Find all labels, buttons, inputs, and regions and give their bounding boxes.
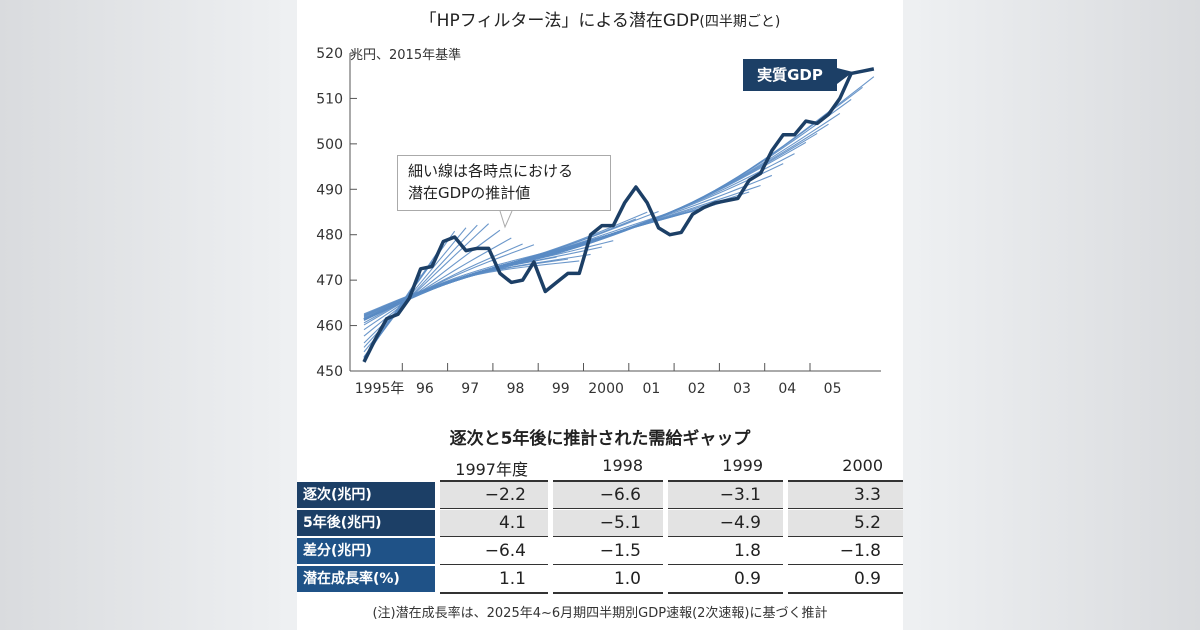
callout-pointer: [499, 210, 513, 229]
chart-title: 「HPフィルター法」による潜在GDP(四半期ごと): [419, 11, 781, 31]
row-divider: [788, 508, 903, 509]
y-tick-label: 450: [316, 364, 343, 380]
row-divider: [553, 564, 663, 565]
row-divider: [440, 564, 548, 565]
table-cell: 5.2: [788, 510, 903, 536]
y-tick-label: 460: [316, 319, 343, 335]
potential-gdp-estimate-line: [363, 237, 512, 331]
line-chart: 450 460 470 480 490 500 510 520 1995年 96 97 98 99 200…: [316, 46, 881, 397]
table-cell: −6.6: [553, 482, 663, 508]
table-cell: −6.4: [440, 538, 548, 564]
table-cell: 3.3: [788, 482, 903, 508]
row-header: 5年後(兆円): [297, 510, 435, 536]
table-cell: −3.1: [668, 482, 783, 508]
y-tick-label: 520: [316, 46, 343, 62]
column-header: 1997年度: [455, 460, 528, 479]
table-cell: −4.9: [668, 510, 783, 536]
row-divider: [553, 508, 663, 509]
annotation-line-1: 細い線は各時点における: [408, 162, 574, 180]
row-header: 潜在成長率(%): [297, 566, 435, 592]
x-tick-label: 2000: [588, 381, 624, 397]
x-tick-label: 97: [461, 381, 479, 397]
x-tick-label: 04: [778, 381, 796, 397]
potential-gdp-estimate-line: [363, 200, 727, 320]
row-divider: [788, 564, 903, 565]
row-divider: [440, 508, 548, 509]
row-divider: [788, 536, 903, 537]
footnote: (注)潜在成長率は、2025年4~6月期四半期別GDP速報(2次速報)に基づく推…: [372, 606, 828, 621]
table-bottom-rule: [788, 592, 903, 594]
row-divider: [440, 480, 548, 482]
row-header: 差分(兆円): [297, 538, 435, 564]
column-header: 1998: [602, 456, 643, 475]
annotation-line-2: 潜在GDPの推計値: [408, 184, 531, 202]
y-tick-label: 510: [316, 91, 343, 107]
column-header: 2000: [842, 456, 883, 475]
x-tick-label: 96: [416, 381, 434, 397]
y-tick-label: 490: [316, 182, 343, 198]
table-cell: −5.1: [553, 510, 663, 536]
table-cell: 1.0: [553, 566, 663, 592]
x-tick-label: 99: [552, 381, 570, 397]
potential-gdp-estimate-line: [363, 76, 875, 320]
table-cell: 0.9: [668, 566, 783, 592]
row-divider: [668, 536, 783, 537]
row-divider: [668, 508, 783, 509]
table-cell: −2.2: [440, 482, 548, 508]
x-tick-label: 1995年: [355, 381, 405, 397]
table-cell: 0.9: [788, 566, 903, 592]
table-cell: 1.8: [668, 538, 783, 564]
table-cell: −1.8: [788, 538, 903, 564]
table-bottom-rule: [440, 592, 548, 594]
table-bottom-rule: [553, 592, 663, 594]
x-tick-label: 05: [824, 381, 842, 397]
y-axis-unit: 兆円、2015年基準: [350, 48, 462, 63]
potential-gdp-estimate-line: [363, 243, 523, 326]
row-divider: [668, 564, 783, 565]
table-bottom-rule: [668, 592, 783, 594]
series-label-pointer: [837, 68, 853, 84]
x-tick-label: 02: [688, 381, 706, 397]
real-gdp-line: [362, 67, 875, 363]
chart-panel: 「HPフィルター法」による潜在GDP(四半期ごと) 450 460 470 480 49…: [297, 0, 903, 630]
column-header: 1999: [722, 456, 763, 475]
annotation-callout: 細い線は各時点における 潜在GDPの推計値: [397, 155, 611, 211]
x-tick-label: 03: [733, 381, 751, 397]
table-title: 逐次と5年後に推計された需給ギャップ: [449, 429, 751, 449]
y-tick-label: 480: [316, 228, 343, 244]
x-tick-label: 98: [507, 381, 525, 397]
row-divider: [553, 480, 663, 482]
potential-gdp-estimate-line: [363, 244, 535, 324]
x-tick-label: 01: [642, 381, 660, 397]
row-divider: [440, 536, 548, 537]
y-tick-label: 500: [316, 137, 343, 153]
table-cell: 4.1: [440, 510, 548, 536]
potential-gdp-estimate-line: [363, 213, 682, 320]
table-cell: 1.1: [440, 566, 548, 592]
row-header: 逐次(兆円): [297, 482, 435, 508]
row-divider: [553, 536, 663, 537]
potential-gdp-estimate-line: [363, 123, 829, 320]
y-tick-label: 470: [316, 273, 343, 289]
row-divider: [668, 480, 783, 482]
series-label-real-gdp: 実質GDP: [743, 59, 837, 91]
table-cell: −1.5: [553, 538, 663, 564]
potential-gdp-estimate-line: [363, 204, 716, 320]
row-divider: [788, 480, 903, 482]
